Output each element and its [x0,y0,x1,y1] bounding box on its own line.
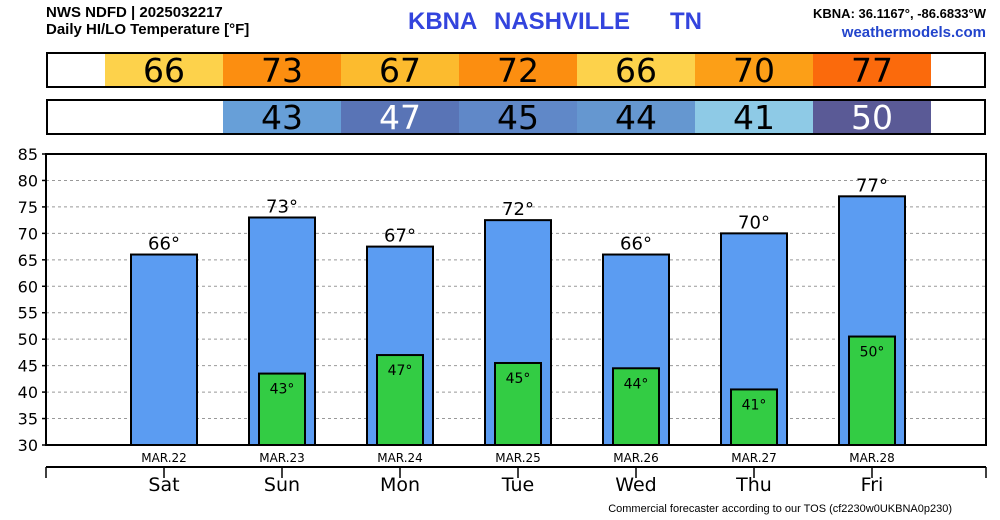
station-coords: KBNA: 36.1167°, -86.6833°W [813,6,986,21]
y-tick-label: 60 [18,277,38,296]
chart-subtitle: Daily HI/LO Temperature [°F] [46,21,250,38]
lo-value-label: 41° [742,397,767,413]
hi_strip-cell: 70 [695,54,813,87]
station-id: KBNA [408,8,478,35]
station-title: KBNA NASHVILLE TN [408,8,702,36]
lo-bar [730,388,778,446]
day-label: Wed [615,474,656,496]
lo-bar [258,372,306,446]
lo-bar [494,361,542,446]
hi_strip-cell: 77 [813,54,931,87]
y-tick-label: 85 [18,145,38,164]
y-tick-label: 30 [18,436,38,455]
day-label: Thu [735,474,772,496]
hi-value-label: 73° [266,196,298,217]
hi-value-label: 67° [384,226,416,247]
date-label: MAR.26 [613,451,659,465]
station-name: NASHVILLE [494,8,631,35]
date-label: MAR.22 [141,451,187,465]
lo_strip-cell: 50 [813,101,931,134]
hi-bar [130,253,198,447]
hi_strip-cell: 72 [459,54,577,87]
y-tick-label: 50 [18,330,38,349]
y-tick-label: 65 [18,251,38,270]
chart-header-left: NWS NDFD | 2025032217 Daily HI/LO Temper… [46,4,249,38]
strip-spacer [48,54,105,86]
y-tick-label: 35 [18,410,38,429]
website-link[interactable]: weathermodels.com [841,24,986,41]
day-label: Sun [264,474,300,496]
date-label: MAR.28 [849,451,895,465]
hi_strip-cell: 67 [341,54,459,87]
strip-spacer [48,101,105,133]
lo-value-label: 45° [506,371,531,387]
date-label: MAR.24 [377,451,423,465]
y-tick-label: 40 [18,383,38,402]
bar-layer: 66° 73° 43° 67° 47° 72° 45° 66° 44° 70° 41° 77° 50° [130,175,906,447]
lo-bar [612,367,660,446]
lo_strip-cell: 43 [223,101,341,134]
date-label: MAR.25 [495,451,541,465]
plot-frame [45,153,987,446]
lo_strip-cell: 41 [695,101,813,134]
lo-value-label: 50° [860,345,885,361]
hi_strip-cell: 66 [577,54,695,87]
lo-value-label: 44° [624,376,649,392]
lo-value-label: 47° [388,363,413,379]
lo_strip-cell [105,101,223,133]
y-tick-label: 80 [18,171,38,190]
day-label: Sat [148,474,179,496]
hi_strip-cell: 66 [105,54,223,87]
chart-header-right: KBNA: 36.1167°, -86.6833°W weathermodels… [813,6,986,41]
hi-value-label: 72° [502,199,534,220]
y-tick-label: 55 [18,304,38,323]
low-temp-strip: 43 47 45 44 41 50 [46,99,986,135]
hi-value-label: 77° [856,175,888,196]
lo-value-label: 43° [270,382,295,398]
source-line: NWS NDFD | 2025032217 [46,4,223,21]
date-label: MAR.23 [259,451,305,465]
lo-bar [848,335,896,446]
lo-bar [376,354,424,447]
day-label: Tue [501,474,534,496]
hi-value-label: 66° [620,234,652,255]
hi_strip-cell: 73 [223,54,341,87]
date-label: MAR.27 [731,451,777,465]
y-tick-label: 70 [18,224,38,243]
axis-layer: 30 35 40 45 50 55 60 65 70 75 80 85 MAR.22 Sat MAR.23 S… [18,145,987,496]
day-label: Fri [861,474,884,496]
y-tick-label: 45 [18,357,38,376]
temperature-chart: 66°73°43°67°47°72°45°66°44°70°41°77°50° … [18,145,987,496]
lo_strip-cell: 45 [459,101,577,134]
footer-note: Commercial forecaster according to our T… [608,503,952,515]
hi-value-label: 66° [148,234,180,255]
station-state: TN [670,8,702,35]
day-label: Mon [380,474,420,496]
hi-value-label: 70° [738,212,770,233]
y-tick-label: 75 [18,198,38,217]
high-temp-strip: 66 73 67 72 66 70 77 [46,52,986,88]
lo_strip-cell: 44 [577,101,695,134]
lo_strip-cell: 47 [341,101,459,134]
